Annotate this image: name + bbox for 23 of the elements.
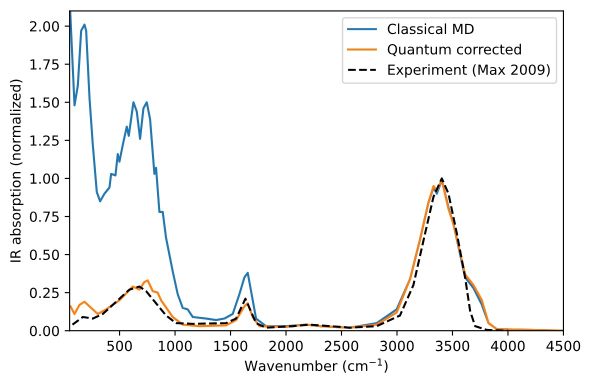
y-tick-label: 1.00 [30, 173, 59, 184]
x-tick-label: 4000 [490, 340, 525, 352]
x-tick-label: 3500 [436, 340, 470, 352]
x-tick-label: 2000 [269, 340, 303, 352]
x-tick-label: 4500 [546, 340, 580, 352]
x-tick-label: 1000 [158, 340, 192, 352]
y-tick-label: 0.00 [30, 326, 59, 336]
y-tick-label: 1.25 [30, 135, 59, 146]
x-tick-label: 500 [107, 340, 132, 352]
y-axis-title: IR absorption (normalized) [10, 80, 24, 262]
x-tick-label: 2500 [324, 340, 358, 352]
x-tick-label: 3000 [380, 340, 414, 352]
legend-label: Classical MD [388, 23, 474, 34]
y-tick-label: 0.25 [30, 288, 59, 298]
y-tick-label: 0.75 [30, 211, 59, 222]
y-tick-label: 0.50 [30, 250, 59, 260]
x-tick-label: 1500 [214, 340, 248, 352]
x-axis-title: Wavenumber (cm$^{−1}$) [244, 358, 388, 373]
legend-label: Experiment (Max 2009) [388, 64, 550, 78]
y-tick-label: 1.50 [30, 97, 59, 108]
y-tick-label: 2.00 [30, 21, 59, 32]
legend-label: Quantum corrected [388, 44, 521, 56]
y-tick-label: 1.75 [30, 59, 59, 70]
